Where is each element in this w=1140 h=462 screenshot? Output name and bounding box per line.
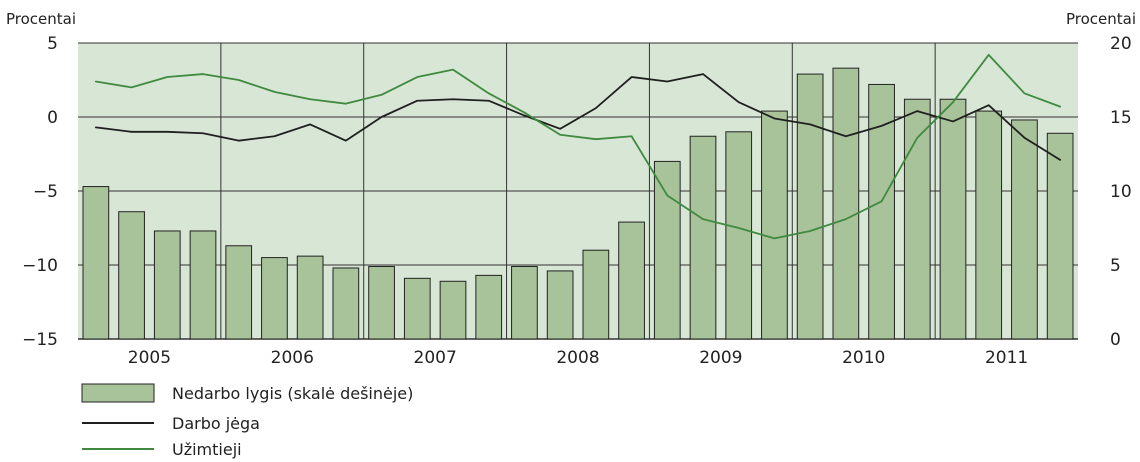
nedarbo-lygis-bar <box>153 230 181 340</box>
right-axis-title: Procentai <box>1066 10 1136 28</box>
x-axis-year-label: 2010 <box>842 348 885 368</box>
legend-bar-swatch <box>81 383 155 403</box>
nedarbo-lygis-bar <box>189 230 217 340</box>
darbo-jega-line <box>94 73 1062 161</box>
nedarbo-lygis-bar <box>511 265 538 340</box>
left-axis-tick-label: −10 <box>22 256 58 276</box>
x-axis-year-label: 2008 <box>556 348 599 368</box>
left-axis-tick-label: −15 <box>22 330 58 350</box>
nedarbo-lygis-bar <box>546 270 574 340</box>
x-axis-year-label: 2011 <box>985 348 1028 368</box>
x-axis-year-label: 2006 <box>271 348 314 368</box>
nedarbo-lygis-bar <box>82 186 110 340</box>
nedarbo-lygis-bar <box>868 83 895 340</box>
nedarbo-lygis-bar <box>725 131 753 340</box>
nedarbo-lygis-bar <box>368 265 395 340</box>
nedarbo-lygis-bar <box>296 255 324 340</box>
nedarbo-lygis-bar <box>332 267 360 340</box>
x-axis-year-label: 2009 <box>699 348 742 368</box>
left-axis-tick-label: 5 <box>47 34 58 54</box>
legend-darbo-jega-label: Darbo jėga <box>172 414 260 433</box>
nedarbo-lygis-bar <box>618 221 645 340</box>
nedarbo-lygis-bar <box>653 160 681 340</box>
nedarbo-lygis-bar <box>939 98 967 340</box>
left-axis-tick-label: 0 <box>47 108 58 128</box>
bar-layer <box>82 67 1074 340</box>
legend: Nedarbo lygis (skalė dešinėje) Darbo jėg… <box>81 383 413 459</box>
x-axis-year-label: 2005 <box>128 348 171 368</box>
nedarbo-lygis-bar <box>225 245 253 340</box>
nedarbo-lygis-bar <box>582 249 610 340</box>
uzimtieji-line <box>94 53 1062 240</box>
right-axis-tick-label: 0 <box>1110 330 1121 350</box>
legend-uzimtieji-label: Užimtieji <box>172 440 242 459</box>
nedarbo-lygis-bar <box>403 277 431 340</box>
left-axis-title: Procentai <box>6 10 76 28</box>
legend-bar-label: Nedarbo lygis (skalė dešinėje) <box>172 384 413 403</box>
x-axis-year-label: 2007 <box>414 348 457 368</box>
nedarbo-lygis-bar <box>832 67 860 340</box>
right-axis-tick-label: 10 <box>1110 182 1132 202</box>
nedarbo-lygis-bar <box>1046 132 1074 340</box>
nedarbo-lygis-bar <box>118 211 145 340</box>
nedarbo-lygis-bar <box>1011 119 1038 340</box>
nedarbo-lygis-bar <box>975 110 1003 340</box>
nedarbo-lygis-bar <box>261 257 288 340</box>
right-axis-tick-label: 15 <box>1110 108 1132 128</box>
line-layer <box>94 53 1062 240</box>
nedarbo-lygis-bar <box>439 280 467 340</box>
axis-layer: 5 0 −5 −10 −15 20 15 10 5 0 2005 2006 2007 2008 2009 20… <box>22 34 1132 368</box>
right-axis-tick-label: 5 <box>1110 256 1121 276</box>
nedarbo-lygis-bar <box>796 73 824 340</box>
left-axis-tick-label: −5 <box>33 182 58 202</box>
nedarbo-lygis-bar <box>475 274 503 340</box>
nedarbo-lygis-bar <box>761 110 788 340</box>
right-axis-tick-label: 20 <box>1110 34 1132 54</box>
nedarbo-lygis-bar <box>903 98 931 340</box>
nedarbo-lygis-bar <box>689 135 717 340</box>
